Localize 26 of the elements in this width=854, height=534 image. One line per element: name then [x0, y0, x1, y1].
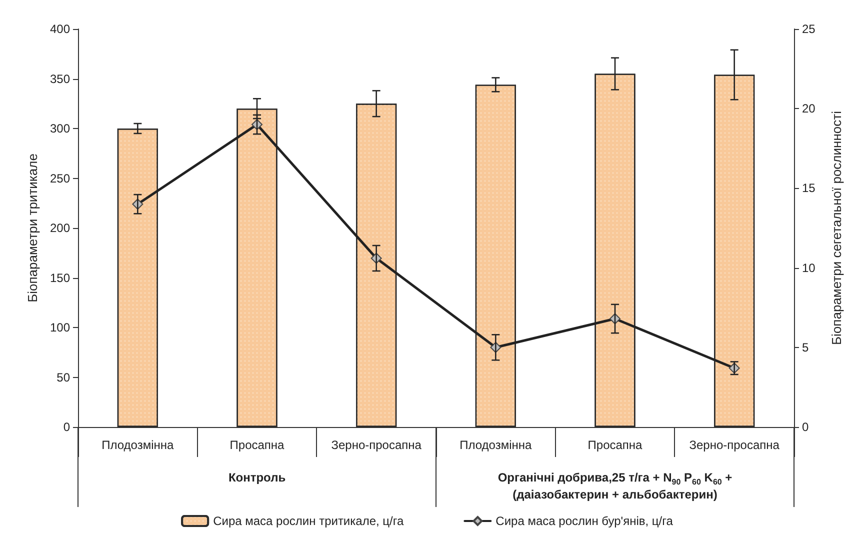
x-tick-label: Зерно-просапна: [689, 438, 780, 452]
y-tick-label: 100: [50, 320, 70, 334]
y-tick-label: 200: [50, 221, 70, 235]
x-tick-label: Плодозмінна: [460, 438, 532, 452]
x-tick-label: Просапна: [230, 438, 285, 452]
y-tick-label: 350: [50, 72, 70, 86]
y2-tick-label: 10: [802, 260, 816, 275]
y-tick-label: 0: [63, 420, 70, 434]
y-tick-label: 150: [50, 270, 70, 285]
y2-tick-label: 5: [802, 340, 809, 354]
y-tick-label: 50: [56, 370, 70, 384]
y-axis-title: Біопараметри тритикале: [25, 154, 40, 302]
y2-axis-title: Біопараметри сегетальної рослинності: [829, 110, 844, 345]
legend-label: Сира маса рослин тритикале, ц/га: [213, 514, 404, 528]
y2-tick-label: 15: [802, 181, 816, 196]
legend-label: Сира маса рослин бур'янів, ц/га: [496, 514, 674, 528]
x-tick-label: Зерно-просапна: [331, 438, 422, 452]
x-tick-label: Просапна: [588, 438, 643, 452]
y2-tick-label: 25: [802, 22, 816, 36]
y-tick-label: 400: [50, 22, 70, 36]
text: Контроль: [228, 470, 286, 484]
x-tick-label: Плодозмінна: [102, 438, 174, 452]
y2-tick-label: 0: [802, 420, 809, 434]
y-tick-label: 300: [50, 122, 70, 136]
y-tick-label: 250: [50, 171, 70, 186]
y2-tick-label: 20: [802, 102, 816, 116]
